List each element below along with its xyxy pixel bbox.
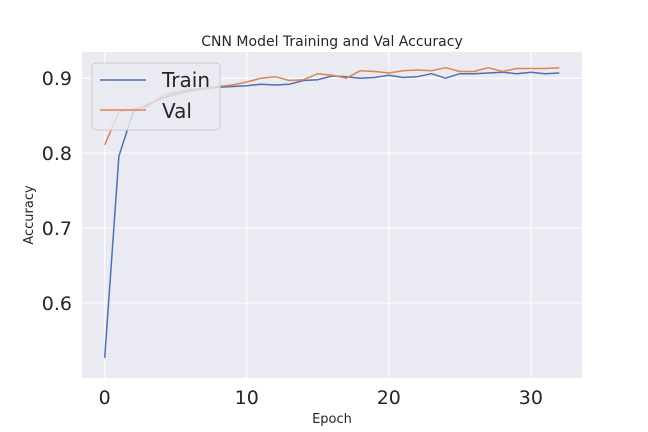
x-tick-label: 0 xyxy=(99,387,111,409)
y-tick-label: 0.7 xyxy=(42,218,72,240)
y-tick-label: 0.8 xyxy=(42,143,72,165)
y-tick-label: 0.9 xyxy=(42,68,72,90)
legend: Train Val xyxy=(91,62,221,131)
chart-title: CNN Model Training and Val Accuracy xyxy=(201,34,462,50)
x-tick-label: 10 xyxy=(235,387,259,409)
x-axis-label: Epoch xyxy=(312,412,352,427)
x-tick-labels: 0 10 20 30 xyxy=(99,387,543,409)
y-tick-labels: 0.6 0.7 0.8 0.9 xyxy=(42,68,72,315)
x-tick-label: 20 xyxy=(377,387,401,409)
x-tick-label: 30 xyxy=(519,387,543,409)
legend-val-label: Val xyxy=(162,99,192,123)
y-tick-label: 0.6 xyxy=(42,293,72,315)
y-axis-label: Accuracy xyxy=(22,185,37,245)
legend-train-label: Train xyxy=(161,68,210,92)
